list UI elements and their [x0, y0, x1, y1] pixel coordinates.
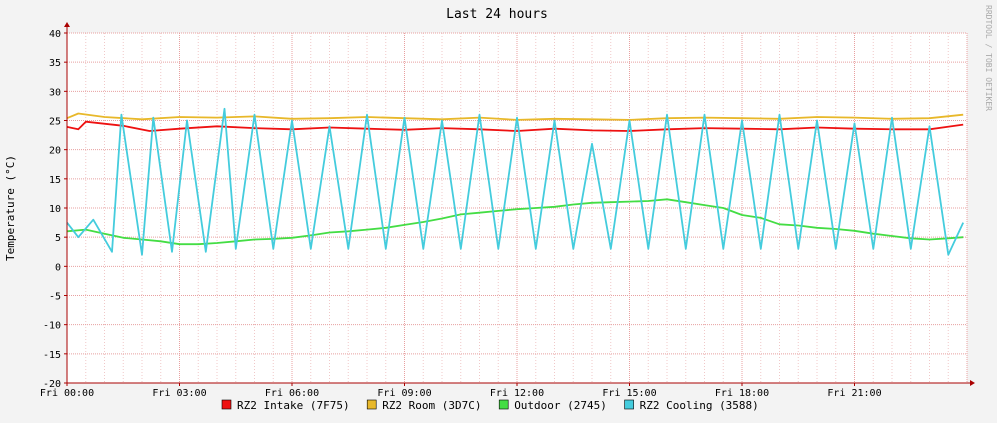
legend-label-3: RZ2 Cooling (3588)	[640, 399, 759, 412]
y-tick-label: 5	[55, 233, 61, 244]
x-tick-label: Fri 15:00	[602, 388, 656, 399]
legend-label-2: Outdoor (2745)	[514, 399, 607, 412]
x-tick-label: Fri 18:00	[715, 388, 769, 399]
y-tick-label: -15	[43, 350, 61, 361]
x-tick-label: Fri 06:00	[265, 388, 319, 399]
legend-label-1: RZ2 Room (3D7C)	[382, 399, 481, 412]
x-tick-label: Fri 12:00	[490, 388, 544, 399]
y-tick-label: -10	[43, 321, 61, 332]
y-tick-label: 35	[49, 58, 61, 69]
y-tick-label: 10	[49, 204, 61, 215]
legend: RZ2 Intake (7F75) RZ2 Room (3D7C) Outdoor …	[221, 399, 759, 412]
y-axis-label: Temperature (°C)	[4, 155, 17, 261]
axes	[64, 22, 975, 386]
legend-swatch-3	[624, 399, 634, 410]
legend-swatch-2	[498, 399, 509, 410]
y-tick-label: 30	[49, 87, 61, 98]
series-line-0	[66, 120, 964, 132]
y-tick-label: 15	[49, 175, 61, 186]
series-line-3	[66, 107, 965, 256]
series-line-2	[66, 198, 964, 246]
series-line-1	[66, 112, 964, 121]
legend-swatch-0	[221, 399, 232, 410]
y-tick-label: 0	[55, 262, 61, 273]
x-tick-label: Fri 21:00	[827, 388, 881, 399]
x-tick-label: Fri 03:00	[152, 388, 206, 399]
legend-label-0: RZ2 Intake (7F75)	[237, 399, 350, 412]
y-tick-label: -5	[49, 292, 61, 303]
y-axis-arrow	[64, 22, 70, 27]
y-tick-label: 40	[49, 29, 61, 40]
x-axis-ticks: Fri 00:00 Fri 03:00 Fri 06:00 Fri 09:00 Fri …	[40, 383, 882, 399]
x-tick-label: Fri 00:00	[40, 388, 94, 399]
y-axis-ticks: -20 -15 -10 -5 0 5 10 15 20 25 30 35 40	[43, 29, 67, 390]
x-tick-label: Fri 09:00	[377, 388, 431, 399]
chart-title: Last 24 hours	[446, 7, 548, 22]
y-tick-label: 25	[49, 117, 61, 128]
watermark: RRDTOOL / TOBI OETIKER	[984, 5, 993, 111]
x-axis-arrow	[970, 380, 975, 386]
y-tick-label: 20	[49, 146, 61, 157]
series-group	[66, 107, 965, 256]
legend-swatch-1	[366, 399, 377, 410]
y-tick-label: -20	[43, 379, 61, 390]
